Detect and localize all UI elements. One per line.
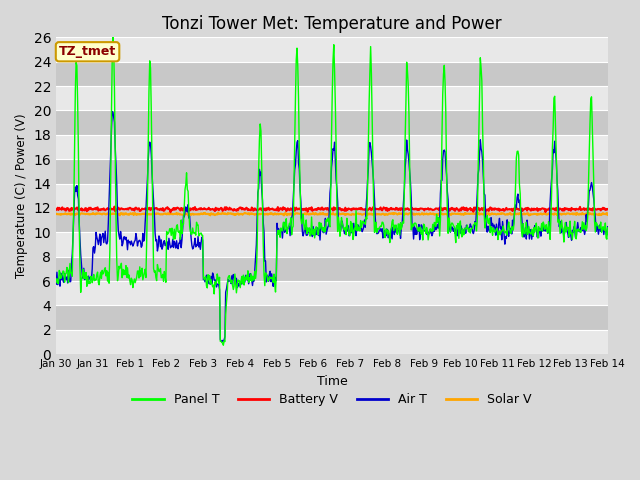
Air T (62, 276, 70, 282)
Bar (56, 281, 607, 305)
Line: Panel T: Panel T (56, 37, 607, 345)
Bar (56, 232, 607, 257)
Air T (120, 234, 127, 240)
Air T (604, 224, 611, 229)
Panel T (401, 186, 408, 192)
Line: Air T: Air T (56, 111, 607, 342)
Battery V (166, 209, 174, 215)
Solar V (52, 211, 60, 216)
Battery V (62, 207, 70, 213)
Line: Solar V: Solar V (56, 213, 607, 216)
Air T (176, 240, 184, 246)
Bar (56, 86, 607, 110)
Bar (56, 37, 607, 62)
Solar V (604, 212, 611, 217)
Air T (108, 108, 116, 114)
Title: Tonzi Tower Met: Temperature and Power: Tonzi Tower Met: Temperature and Power (162, 15, 502, 33)
Panel T (417, 224, 424, 230)
Solar V (401, 212, 408, 217)
Air T (205, 281, 212, 287)
Panel T (220, 342, 227, 348)
Solar V (119, 212, 127, 217)
Panel T (62, 271, 70, 276)
Panel T (120, 272, 127, 277)
Bar (56, 305, 607, 330)
Air T (218, 339, 226, 345)
Bar (56, 62, 607, 86)
Line: Battery V: Battery V (56, 206, 607, 212)
Solar V (62, 211, 70, 217)
Battery V (120, 206, 127, 212)
Text: TZ_tmet: TZ_tmet (59, 45, 116, 58)
Bar (56, 159, 607, 183)
Solar V (175, 211, 183, 216)
Bar (56, 183, 607, 208)
Bar (56, 208, 607, 232)
Legend: Panel T, Battery V, Air T, Solar V: Panel T, Battery V, Air T, Solar V (127, 388, 536, 411)
Air T (401, 185, 408, 191)
Solar V (184, 213, 192, 218)
Panel T (109, 35, 116, 40)
Solar V (417, 212, 424, 217)
Battery V (177, 207, 184, 213)
Panel T (604, 225, 611, 231)
Panel T (52, 279, 60, 285)
Battery V (111, 204, 118, 209)
Battery V (205, 206, 213, 212)
Battery V (52, 207, 60, 213)
Battery V (604, 206, 611, 212)
Air T (417, 230, 424, 236)
Bar (56, 110, 607, 135)
X-axis label: Time: Time (317, 374, 348, 387)
Bar (56, 257, 607, 281)
Battery V (417, 205, 424, 211)
Bar (56, 135, 607, 159)
Bar (56, 330, 607, 354)
Solar V (205, 212, 212, 217)
Solar V (282, 210, 289, 216)
Y-axis label: Temperature (C) / Power (V): Temperature (C) / Power (V) (15, 113, 28, 278)
Panel T (176, 228, 184, 234)
Battery V (401, 207, 408, 213)
Panel T (205, 277, 212, 283)
Air T (52, 281, 60, 287)
